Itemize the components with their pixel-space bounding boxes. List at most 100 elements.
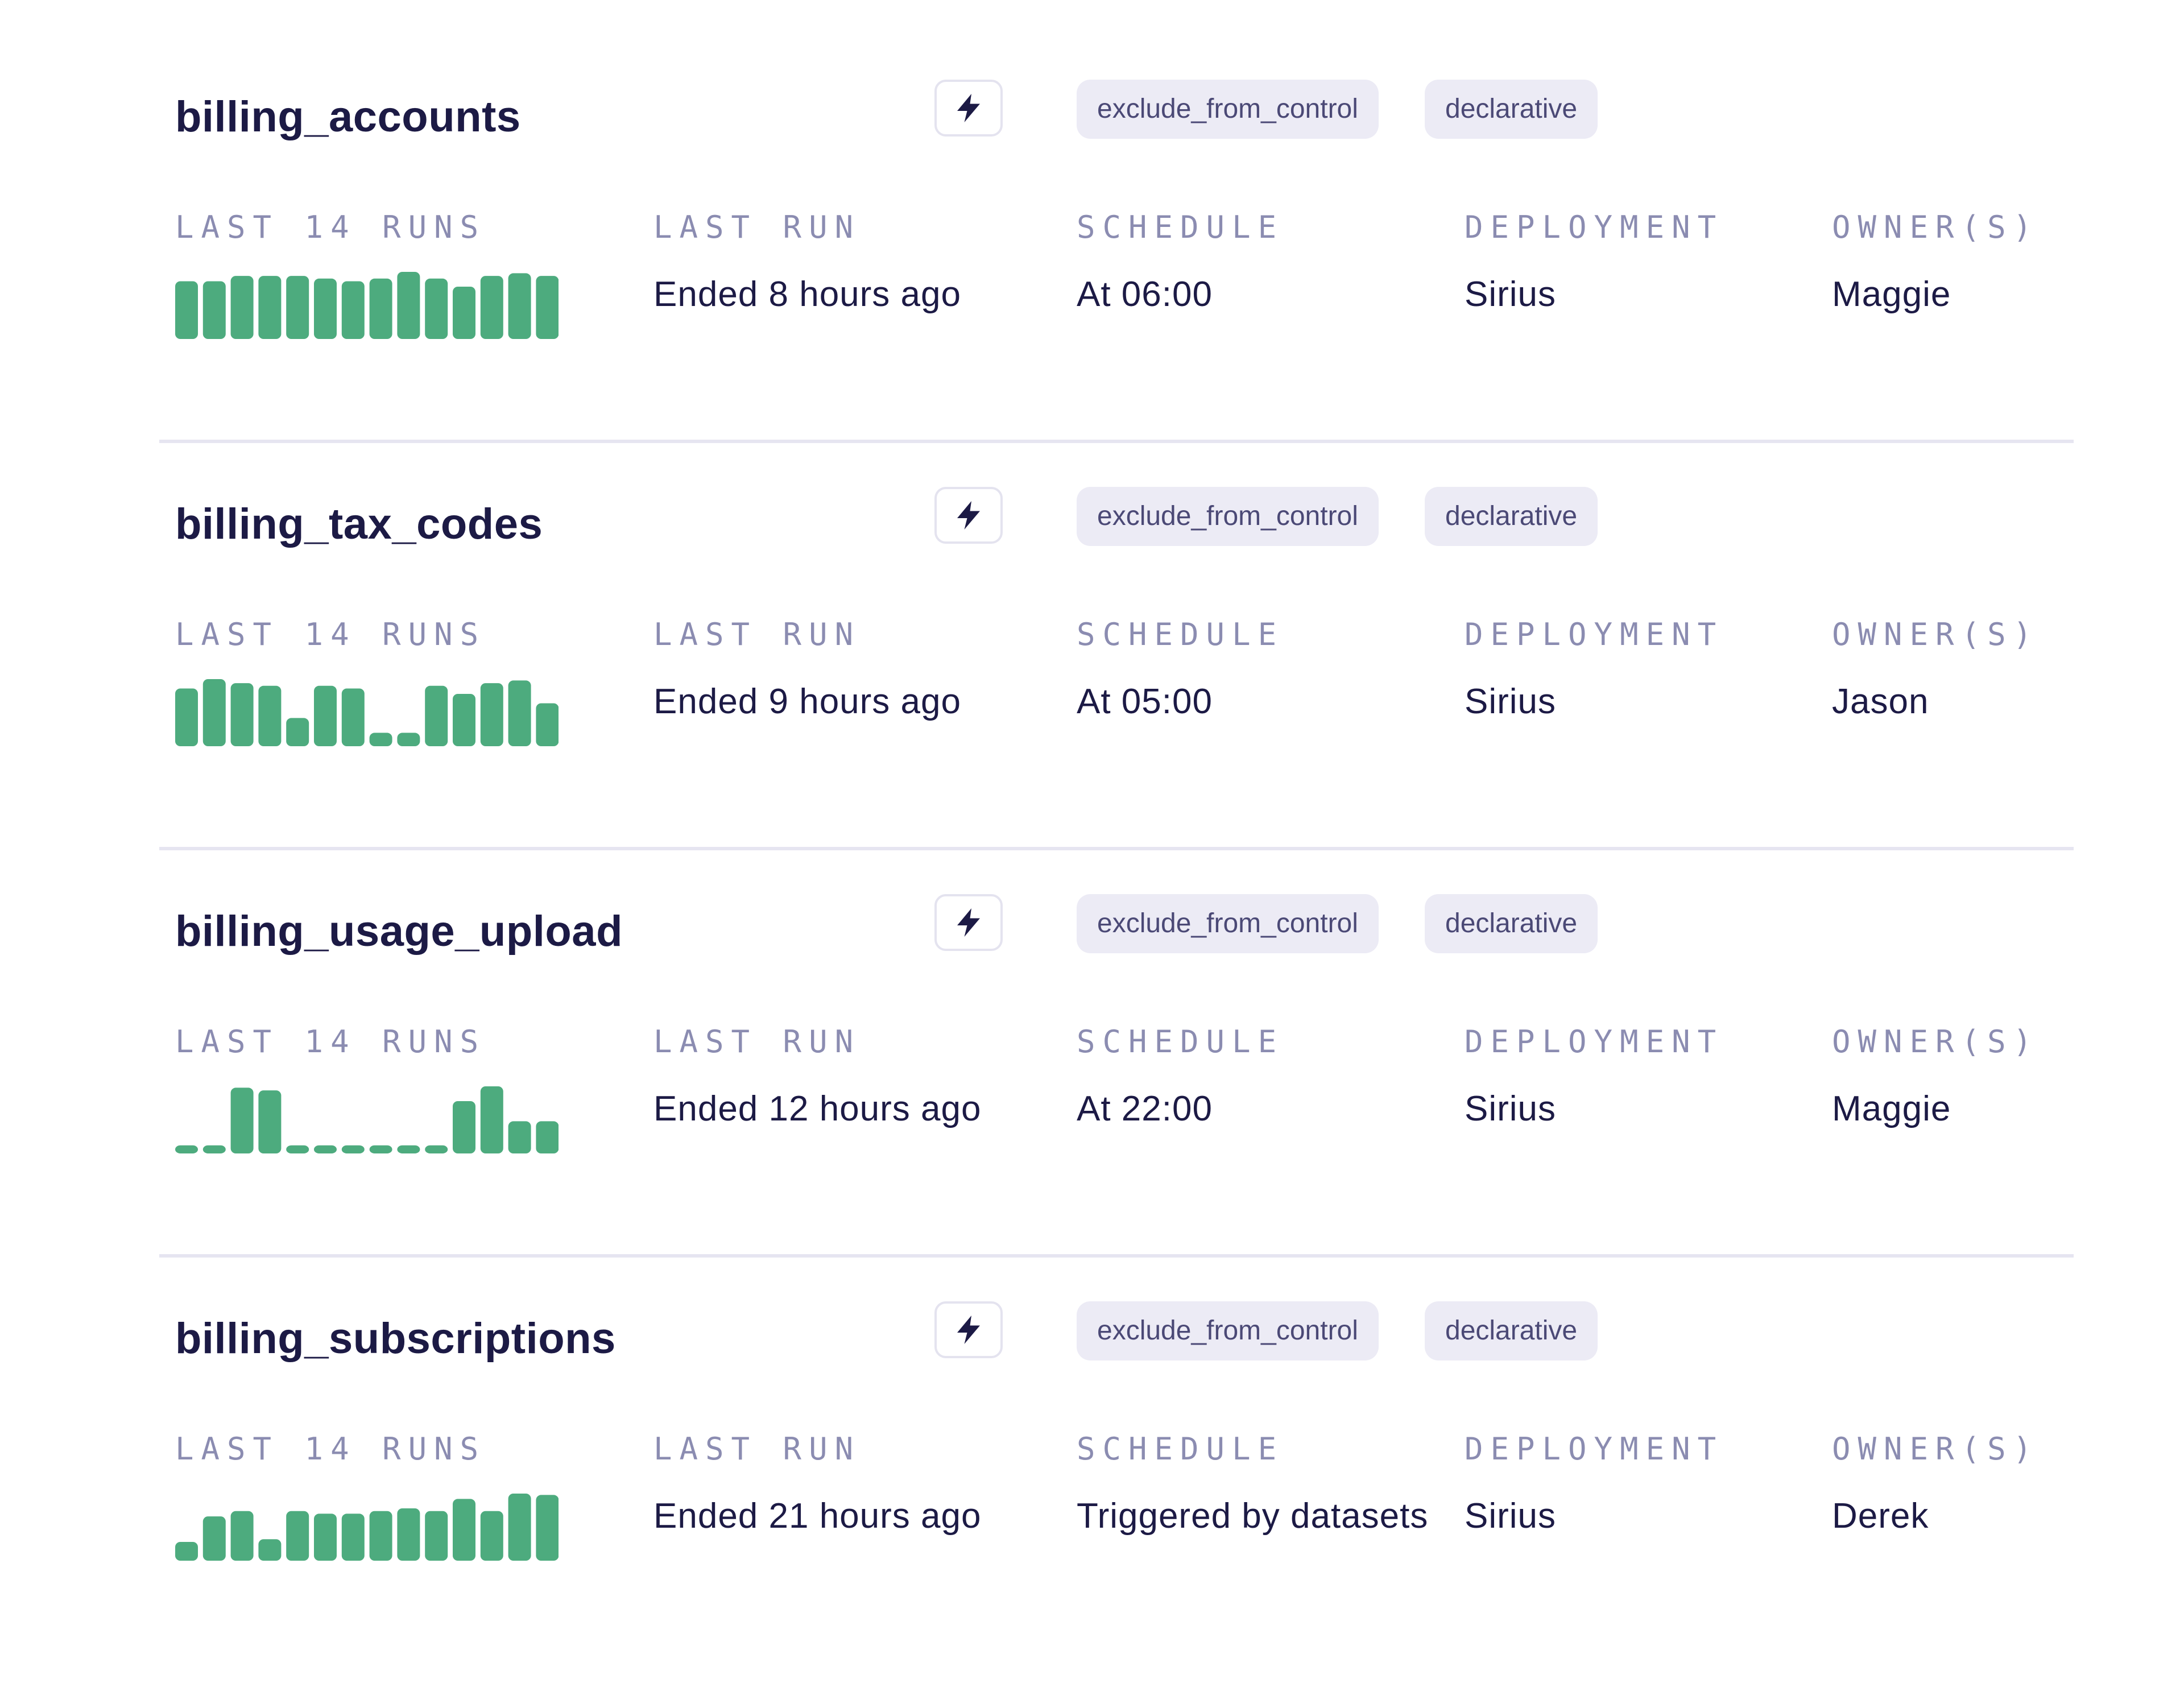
last-runs-label: LAST 14 RUNS — [175, 209, 486, 245]
dag-name-link[interactable]: billing_subscriptions — [175, 1314, 616, 1363]
run-bar[interactable] — [341, 281, 365, 340]
run-bar[interactable] — [508, 1121, 531, 1153]
run-bar[interactable] — [508, 273, 531, 339]
run-bar[interactable] — [230, 1087, 254, 1153]
last-run-value: Ended 9 hours ago — [653, 682, 961, 721]
run-bar[interactable] — [258, 1539, 282, 1561]
run-bar[interactable] — [286, 276, 309, 339]
dag-name-link[interactable]: billing_usage_upload — [175, 907, 623, 956]
run-bar[interactable] — [480, 276, 503, 339]
run-bar[interactable] — [314, 1513, 337, 1561]
last-runs-label: LAST 14 RUNS — [175, 617, 486, 652]
run-bar[interactable] — [341, 688, 365, 747]
run-bar[interactable] — [425, 1145, 448, 1153]
tag-declarative[interactable]: declarative — [1425, 487, 1598, 546]
run-bar[interactable] — [425, 685, 448, 746]
run-bar[interactable] — [425, 278, 448, 339]
tag-exclude-from-control[interactable]: exclude_from_control — [1077, 1301, 1379, 1360]
run-bar[interactable] — [453, 1499, 475, 1561]
last-run-label: LAST RUN — [653, 1431, 861, 1467]
last-runs-label: LAST 14 RUNS — [175, 1024, 486, 1060]
run-bar[interactable] — [286, 718, 309, 746]
run-bar[interactable] — [286, 1511, 309, 1561]
owners-label: OWNER(S) — [1832, 209, 2040, 245]
run-bar[interactable] — [397, 1508, 420, 1561]
tag-exclude-from-control[interactable]: exclude_from_control — [1077, 80, 1379, 139]
run-bar[interactable] — [480, 1511, 503, 1561]
run-bar[interactable] — [369, 278, 392, 339]
last-runs-label: LAST 14 RUNS — [175, 1431, 486, 1467]
run-bar[interactable] — [536, 1121, 559, 1153]
run-bar[interactable] — [202, 679, 226, 746]
deployment-value: Sirius — [1465, 1089, 1557, 1128]
deployment-label: DEPLOYMENT — [1465, 209, 1724, 245]
run-bar[interactable] — [453, 287, 475, 339]
last-run-value: Ended 12 hours ago — [653, 1089, 982, 1128]
owners-label: OWNER(S) — [1832, 1431, 2040, 1467]
tag-declarative[interactable]: declarative — [1425, 1301, 1598, 1360]
run-bar[interactable] — [258, 276, 282, 339]
last-run-label: LAST RUN — [653, 617, 861, 652]
tag-declarative[interactable]: declarative — [1425, 80, 1598, 139]
owners-value: Maggie — [1832, 275, 1951, 314]
owners-value: Jason — [1832, 682, 1929, 721]
run-bar[interactable] — [175, 688, 198, 747]
run-bar[interactable] — [314, 1145, 337, 1153]
dag-name-link[interactable]: billing_tax_codes — [175, 500, 543, 548]
tag-declarative[interactable]: declarative — [1425, 894, 1598, 953]
deployment-value: Sirius — [1465, 1496, 1557, 1536]
run-bar[interactable] — [314, 685, 337, 746]
trigger-run-button[interactable] — [934, 894, 1003, 951]
run-bar[interactable] — [453, 694, 475, 746]
run-bar[interactable] — [453, 1101, 475, 1153]
dag-name-link[interactable]: billing_accounts — [175, 93, 521, 141]
run-bar[interactable] — [286, 1145, 309, 1153]
run-bar[interactable] — [314, 278, 337, 339]
run-bar[interactable] — [202, 1516, 226, 1561]
dag-row: billing_subscriptions exclude_from_contr… — [0, 1222, 2184, 1629]
trigger-run-button[interactable] — [934, 487, 1003, 544]
run-bar[interactable] — [480, 1086, 503, 1153]
run-bar[interactable] — [341, 1513, 365, 1561]
run-bar[interactable] — [202, 1145, 226, 1153]
run-bar[interactable] — [425, 1511, 448, 1561]
run-bar[interactable] — [536, 1495, 559, 1561]
run-bar[interactable] — [175, 281, 198, 340]
deployment-value: Sirius — [1465, 275, 1557, 314]
run-bar[interactable] — [536, 276, 559, 339]
run-bar[interactable] — [230, 276, 254, 339]
schedule-label: SCHEDULE — [1077, 1024, 1284, 1060]
run-bar[interactable] — [202, 281, 226, 340]
run-bar[interactable] — [230, 683, 254, 746]
trigger-run-button[interactable] — [934, 80, 1003, 137]
deployment-label: DEPLOYMENT — [1465, 617, 1724, 652]
run-bar[interactable] — [341, 1145, 365, 1153]
owners-value: Maggie — [1832, 1089, 1951, 1128]
run-bar[interactable] — [397, 272, 420, 339]
run-bar[interactable] — [230, 1511, 254, 1561]
run-bar[interactable] — [397, 1145, 420, 1153]
run-bar[interactable] — [369, 1145, 392, 1153]
run-bar[interactable] — [397, 733, 420, 746]
run-bar[interactable] — [369, 1511, 392, 1561]
run-bar[interactable] — [508, 1494, 531, 1561]
schedule-value: At 05:00 — [1077, 682, 1213, 721]
tag-exclude-from-control[interactable]: exclude_from_control — [1077, 894, 1379, 953]
last-14-runs-chart — [175, 1494, 559, 1561]
deployment-label: DEPLOYMENT — [1465, 1431, 1724, 1467]
owners-value: Derek — [1832, 1496, 1929, 1536]
trigger-run-button[interactable] — [934, 1301, 1003, 1358]
run-bar[interactable] — [369, 733, 392, 746]
last-14-runs-chart — [175, 1086, 559, 1153]
last-run-value: Ended 21 hours ago — [653, 1496, 982, 1536]
row-divider — [159, 1254, 2074, 1258]
run-bar[interactable] — [175, 1542, 198, 1561]
tag-exclude-from-control[interactable]: exclude_from_control — [1077, 487, 1379, 546]
run-bar[interactable] — [508, 680, 531, 746]
run-bar[interactable] — [536, 703, 559, 747]
run-bar[interactable] — [258, 685, 282, 746]
run-bar[interactable] — [480, 683, 503, 746]
run-bar[interactable] — [175, 1145, 198, 1153]
run-bar[interactable] — [258, 1090, 282, 1153]
